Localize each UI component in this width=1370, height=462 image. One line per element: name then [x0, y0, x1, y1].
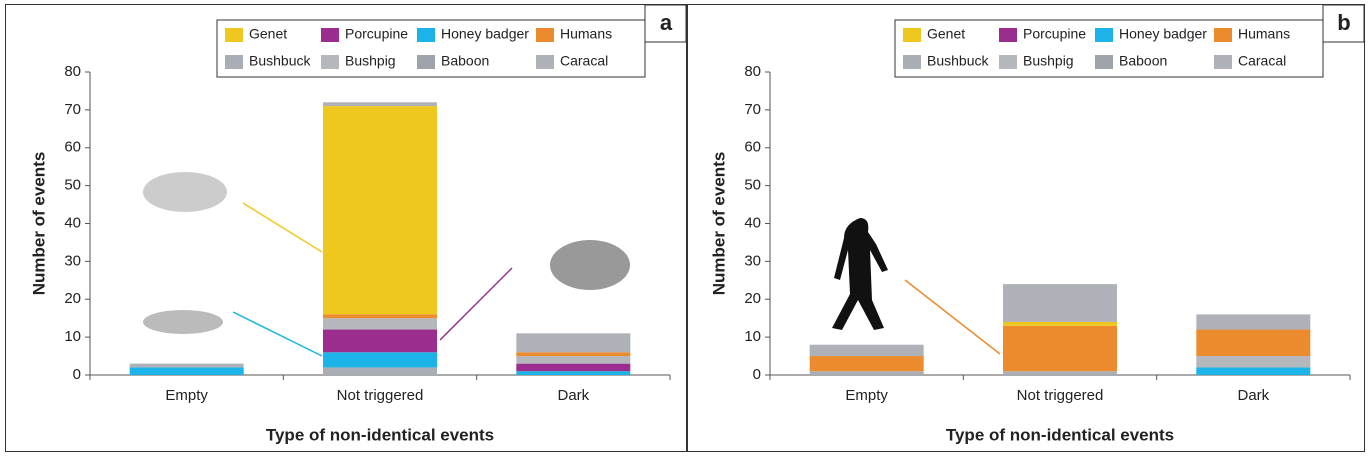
legend-swatch — [536, 55, 554, 69]
bar-segment — [323, 318, 437, 329]
y-tick-label: 50 — [744, 177, 761, 194]
bar-segment — [323, 352, 437, 367]
panel-label: b — [1337, 10, 1350, 35]
legend-swatch — [903, 28, 921, 42]
legend-swatch — [417, 28, 435, 42]
legend-swatch — [1214, 55, 1232, 69]
legend-swatch — [417, 55, 435, 69]
bar-segment — [516, 371, 630, 375]
bar-segment — [130, 364, 244, 368]
legend-label: Porcupine — [345, 26, 408, 42]
y-tick-label: 40 — [744, 214, 761, 231]
y-tick-label: 10 — [744, 328, 761, 345]
figure: 0 10 20 30 40 50 60 70 80 Empty Not triggered Dark T… — [0, 0, 1370, 457]
bar-segment — [323, 106, 437, 314]
y-axis-title: Number of events — [709, 152, 728, 296]
legend-label: Baboon — [441, 53, 489, 69]
y-tick-label: 20 — [744, 290, 761, 307]
legend-label: Humans — [1238, 26, 1290, 42]
legend-swatch — [1214, 28, 1232, 42]
legend-label: Honey badger — [441, 26, 529, 42]
x-axis-title: Type of non-identical events — [266, 425, 494, 444]
bar-segment — [323, 314, 437, 318]
y-tick-label: 80 — [744, 63, 761, 80]
legend-label: Genet — [927, 26, 965, 42]
bar-segment — [810, 345, 924, 356]
bar-segment — [516, 352, 630, 356]
x-tick-label: Empty — [165, 387, 208, 404]
legend-swatch — [321, 55, 339, 69]
legend-swatch — [999, 55, 1017, 69]
legend-swatch — [321, 28, 339, 42]
x-tick-label: Dark — [1237, 387, 1269, 404]
y-tick-label: 0 — [73, 366, 81, 383]
bar-segment — [1196, 356, 1310, 367]
x-axis-title: Type of non-identical events — [946, 425, 1174, 444]
bar-segment — [516, 364, 630, 372]
x-tick-label: Not triggered — [1017, 387, 1104, 404]
legend-label: Bushbuck — [249, 53, 311, 69]
panel-label: a — [660, 10, 673, 35]
legend-label: Caracal — [1238, 53, 1286, 69]
legend-label: Humans — [560, 26, 612, 42]
legend-label: Genet — [249, 26, 287, 42]
legend-label: Porcupine — [1023, 26, 1086, 42]
x-tick-label: Not triggered — [337, 387, 424, 404]
bar-segment — [323, 330, 437, 353]
bar-segment — [323, 102, 437, 106]
y-tick-label: 10 — [64, 328, 81, 345]
y-tick-label: 60 — [64, 139, 81, 156]
animal-silhouette — [143, 172, 888, 334]
bar-segment — [323, 367, 437, 375]
y-tick-label: 70 — [64, 101, 81, 118]
y-tick-label: 0 — [753, 366, 761, 383]
legend-swatch — [225, 55, 243, 69]
legend-label: Baboon — [1119, 53, 1167, 69]
bar-segment — [516, 333, 630, 352]
legend-label: Bushbuck — [927, 53, 989, 69]
legend-swatch — [903, 55, 921, 69]
x-tick-label: Empty — [845, 387, 888, 404]
legend-swatch — [999, 28, 1017, 42]
y-tick-label: 40 — [64, 214, 81, 231]
y-axis-title: Number of events — [29, 152, 48, 296]
bar-segment — [130, 367, 244, 375]
bar-segment — [1003, 326, 1117, 371]
y-tick-label: 30 — [744, 252, 761, 269]
x-tick-label: Dark — [557, 387, 589, 404]
legend-label: Honey badger — [1119, 26, 1207, 42]
bar-segment — [1003, 371, 1117, 375]
bar-segment — [1196, 367, 1310, 375]
legend-swatch — [1095, 28, 1113, 42]
y-tick-label: 70 — [744, 101, 761, 118]
bar-segment — [810, 371, 924, 375]
legend-swatch — [225, 28, 243, 42]
legend-label: Bushpig — [1023, 53, 1074, 69]
legend-swatch — [536, 28, 554, 42]
y-tick-label: 50 — [64, 177, 81, 194]
bar-segment — [1196, 330, 1310, 357]
bar-segment — [1196, 314, 1310, 329]
bar-segment — [810, 356, 924, 371]
bar-segment — [1003, 284, 1117, 322]
y-tick-label: 20 — [64, 290, 81, 307]
legend-label: Bushpig — [345, 53, 396, 69]
legend-label: Caracal — [560, 53, 608, 69]
y-tick-label: 60 — [744, 139, 761, 156]
y-tick-label: 80 — [64, 63, 81, 80]
y-tick-label: 30 — [64, 252, 81, 269]
bar-segment — [1003, 322, 1117, 326]
bar-segment — [516, 356, 630, 364]
legend-swatch — [1095, 55, 1113, 69]
